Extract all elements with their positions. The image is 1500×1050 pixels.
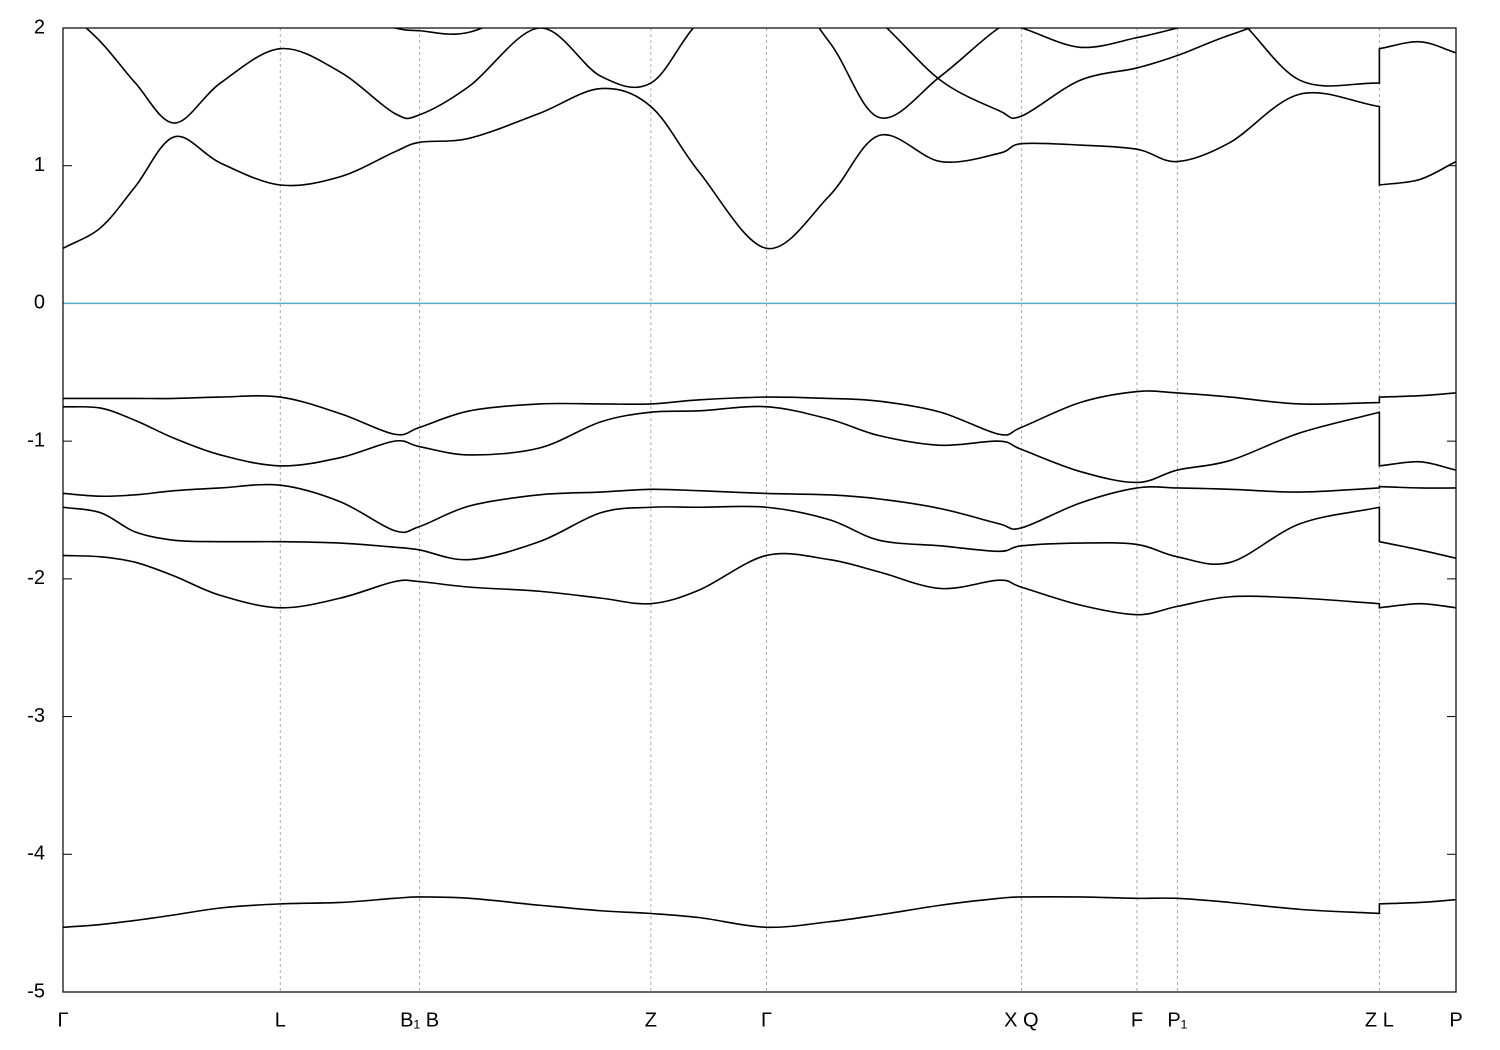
x-tick-label: P₁ — [1167, 1009, 1187, 1031]
y-tick-label: -2 — [27, 567, 45, 589]
plot-frame — [62, 27, 1457, 993]
band-line — [63, 552, 1456, 616]
x-tick-label: Z — [645, 1009, 657, 1031]
x-tick-label: Γ — [57, 1009, 68, 1031]
band-line — [63, 505, 1456, 566]
x-tick-label: F — [1131, 1009, 1143, 1031]
y-tick-label: -4 — [27, 843, 45, 865]
band-line — [63, 87, 1456, 250]
y-tick-label: 1 — [34, 154, 45, 176]
band-line — [85, 28, 1456, 124]
x-tick-label: Γ — [761, 1009, 772, 1031]
band-line — [63, 483, 1456, 534]
y-tick-label: -5 — [27, 980, 45, 1002]
bands — [63, 28, 1456, 929]
band-line — [63, 390, 1456, 436]
band-line — [390, 28, 1253, 120]
x-tick-label: X Q — [1004, 1009, 1038, 1031]
y-tick-label: -1 — [27, 429, 45, 451]
x-tick-label: Z L — [1365, 1009, 1394, 1031]
band-line — [63, 896, 1456, 929]
y-tick-label: 2 — [34, 16, 45, 38]
y-tick-label: -3 — [27, 705, 45, 727]
x-tick-label: P — [1449, 1009, 1462, 1031]
band-line — [63, 405, 1456, 484]
y-tick-label: 0 — [34, 292, 45, 314]
x-tick-label: B₁ B — [400, 1009, 439, 1031]
x-tick-label: L — [275, 1009, 286, 1031]
